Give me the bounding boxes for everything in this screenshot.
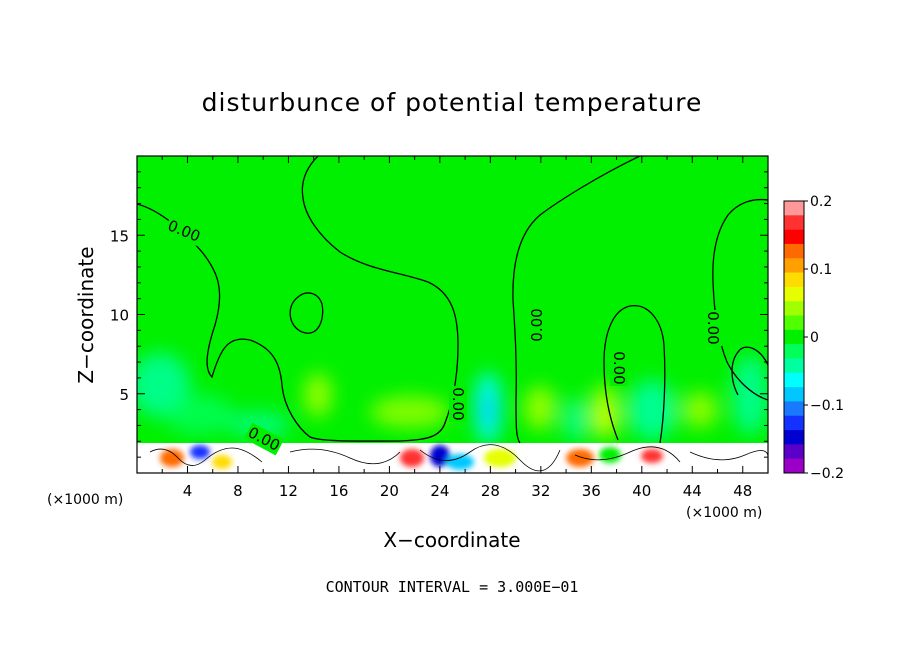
plot-area: 0.00 0.00 0.00 0.00 0.00 0.00 (137, 156, 768, 473)
colorbar-segment (784, 444, 804, 459)
colorbar-tick-label: 0 (810, 330, 819, 346)
colorbar-segment (784, 215, 804, 230)
contour-line (603, 305, 666, 444)
bl-patch (190, 445, 210, 459)
colorbar-tick-label: 0.2 (810, 194, 832, 210)
x-unit-right: (×1000 m) (686, 505, 762, 521)
contours (137, 156, 768, 444)
bl-patch (484, 449, 516, 467)
contour-label: 0.00 (528, 308, 546, 341)
x-tick-label: 40 (632, 482, 651, 500)
anomaly-warm (524, 386, 556, 430)
colorbar-segment (784, 358, 804, 374)
anomaly-cool (165, 395, 235, 435)
colorbar-segment (784, 243, 804, 259)
anomaly-cool (628, 380, 676, 440)
anomaly-cool (563, 398, 587, 442)
bl-patch (599, 447, 621, 463)
colorbar-segment (784, 258, 804, 273)
colorbar-segment (784, 301, 804, 316)
bl-patch (400, 449, 424, 467)
colorbar-segment (784, 229, 804, 245)
colorbar-ticks: 0.2 0.1 0 −0.1 −0.2 (804, 194, 844, 482)
contour-label-backgrounds (163, 215, 722, 456)
colorbar-segment (784, 329, 804, 345)
x-tick-label: 28 (481, 482, 500, 500)
colorbar-segment (784, 201, 804, 216)
bl-patch (641, 449, 663, 463)
x-tick-label: 8 (233, 482, 243, 500)
x-tick-label: 36 (582, 482, 601, 500)
x-axis-label: X−coordinate (383, 528, 520, 552)
y-tick-label: 15 (110, 227, 129, 245)
x-tick-label: 16 (329, 482, 348, 500)
chart-title: disturbunce of potential temperature (202, 88, 703, 117)
colorbar-tick-label: −0.1 (810, 398, 844, 414)
y-axis-ticks: 5 10 15 (110, 171, 768, 458)
bl-patch (446, 454, 474, 470)
boundary-layer-patches (160, 445, 663, 470)
anomaly-warm (599, 406, 611, 430)
contour-line (137, 156, 459, 442)
x-tick-label: 44 (683, 482, 702, 500)
x-tick-label: 24 (430, 482, 449, 500)
y-tick-label: 5 (119, 386, 129, 404)
x-tick-label: 32 (531, 482, 550, 500)
colorbar-segment (784, 344, 804, 359)
colorbar-segment (784, 286, 804, 302)
colorbar-segment (784, 372, 804, 388)
contour-line (731, 346, 768, 396)
bl-patch (160, 449, 184, 467)
anomaly-cool (481, 392, 495, 428)
y-tick-label: 10 (110, 307, 129, 325)
contour-label: 0.00 (610, 351, 628, 384)
x-axis-ticks: 4 8 12 16 20 24 28 32 36 40 44 48 (161, 156, 752, 500)
colorbar-segment (784, 315, 804, 331)
contour-line (712, 198, 768, 401)
anomaly-warm (682, 392, 718, 428)
colorbar-segment (784, 415, 804, 431)
contour-interval-note: CONTOUR INTERVAL = 3.000E−01 (326, 578, 579, 596)
bl-patch (566, 449, 594, 467)
bl-patch (212, 455, 232, 469)
x-tick-label: 20 (380, 482, 399, 500)
colorbar-segment (784, 272, 804, 288)
x-tick-label: 4 (183, 482, 193, 500)
contour-label: 0.00 (704, 311, 722, 344)
contour-line (512, 156, 641, 444)
colorbar (783, 200, 805, 474)
contour-label: 0.00 (449, 387, 467, 420)
x-tick-label: 48 (733, 482, 752, 500)
anomaly-warm (304, 373, 332, 417)
anomaly-warm (370, 396, 450, 428)
colorbar-tick-label: 0.1 (810, 262, 832, 278)
boundary-layer-contours (149, 444, 768, 472)
colorbar-segment (784, 401, 804, 417)
colorbar-segment (784, 430, 804, 445)
contour-labels: 0.00 0.00 0.00 0.00 0.00 0.00 (165, 216, 722, 454)
anomaly-cool (732, 355, 768, 435)
x-unit-left: (×1000 m) (47, 492, 123, 508)
y-axis-label: Z−coordinate (74, 246, 98, 383)
colorbar-segment (784, 458, 804, 474)
colorbar-tick-label: −0.2 (810, 466, 844, 482)
anomaly-cool (230, 411, 290, 439)
bl-patch (430, 445, 450, 467)
colorbar-segment (784, 387, 804, 402)
field-anomalies (137, 353, 768, 444)
x-tick-label: 12 (279, 482, 298, 500)
contour-line (289, 292, 324, 334)
